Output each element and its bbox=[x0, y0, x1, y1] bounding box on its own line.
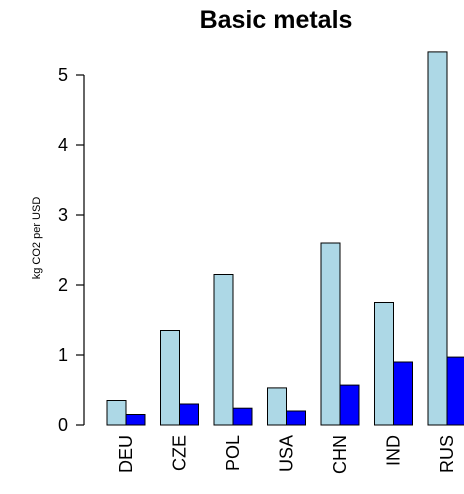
chart-title: Basic metals bbox=[200, 6, 353, 34]
bar-usa-2 bbox=[286, 410, 306, 426]
bar-rus-1 bbox=[427, 51, 448, 426]
bar-deu-1 bbox=[106, 400, 127, 426]
bar-chn-1 bbox=[320, 242, 341, 426]
bar-ind-2 bbox=[393, 361, 413, 426]
bar-deu-2 bbox=[125, 414, 146, 426]
bar-rus-2 bbox=[446, 356, 464, 426]
x-tick-label-pol: POL bbox=[223, 435, 243, 471]
x-tick-label-deu: DEU bbox=[116, 435, 136, 473]
bar-ind-1 bbox=[374, 302, 394, 426]
x-tick-label-cze: CZE bbox=[170, 435, 190, 471]
x-tick-label-usa: USA bbox=[277, 435, 297, 472]
y-tick-label: 3 bbox=[58, 205, 68, 225]
x-tick-label-rus: RUS bbox=[437, 435, 457, 473]
y-axis-label: kg CO2 per USD bbox=[31, 197, 43, 280]
y-tick-label: 5 bbox=[58, 65, 68, 85]
x-tick-label-ind: IND bbox=[384, 435, 404, 466]
y-axis: 0 1 2 3 4 5 bbox=[58, 65, 85, 435]
y-tick-label: 1 bbox=[58, 345, 68, 365]
bar-chn-2 bbox=[339, 384, 360, 426]
bar-pol-2 bbox=[232, 407, 253, 426]
bar-pol-1 bbox=[213, 274, 234, 426]
y-tick-label: 4 bbox=[58, 135, 68, 155]
bar-cze-2 bbox=[179, 403, 199, 426]
y-tick-label: 2 bbox=[58, 275, 68, 295]
y-tick-label: 0 bbox=[58, 415, 68, 435]
bar-usa-1 bbox=[267, 387, 287, 426]
bars bbox=[106, 51, 464, 426]
x-tick-label-chn: CHN bbox=[330, 435, 350, 474]
x-axis-labels: DEU CZE POL USA CHN IND RUS bbox=[116, 435, 457, 474]
bar-cze-1 bbox=[160, 330, 180, 426]
